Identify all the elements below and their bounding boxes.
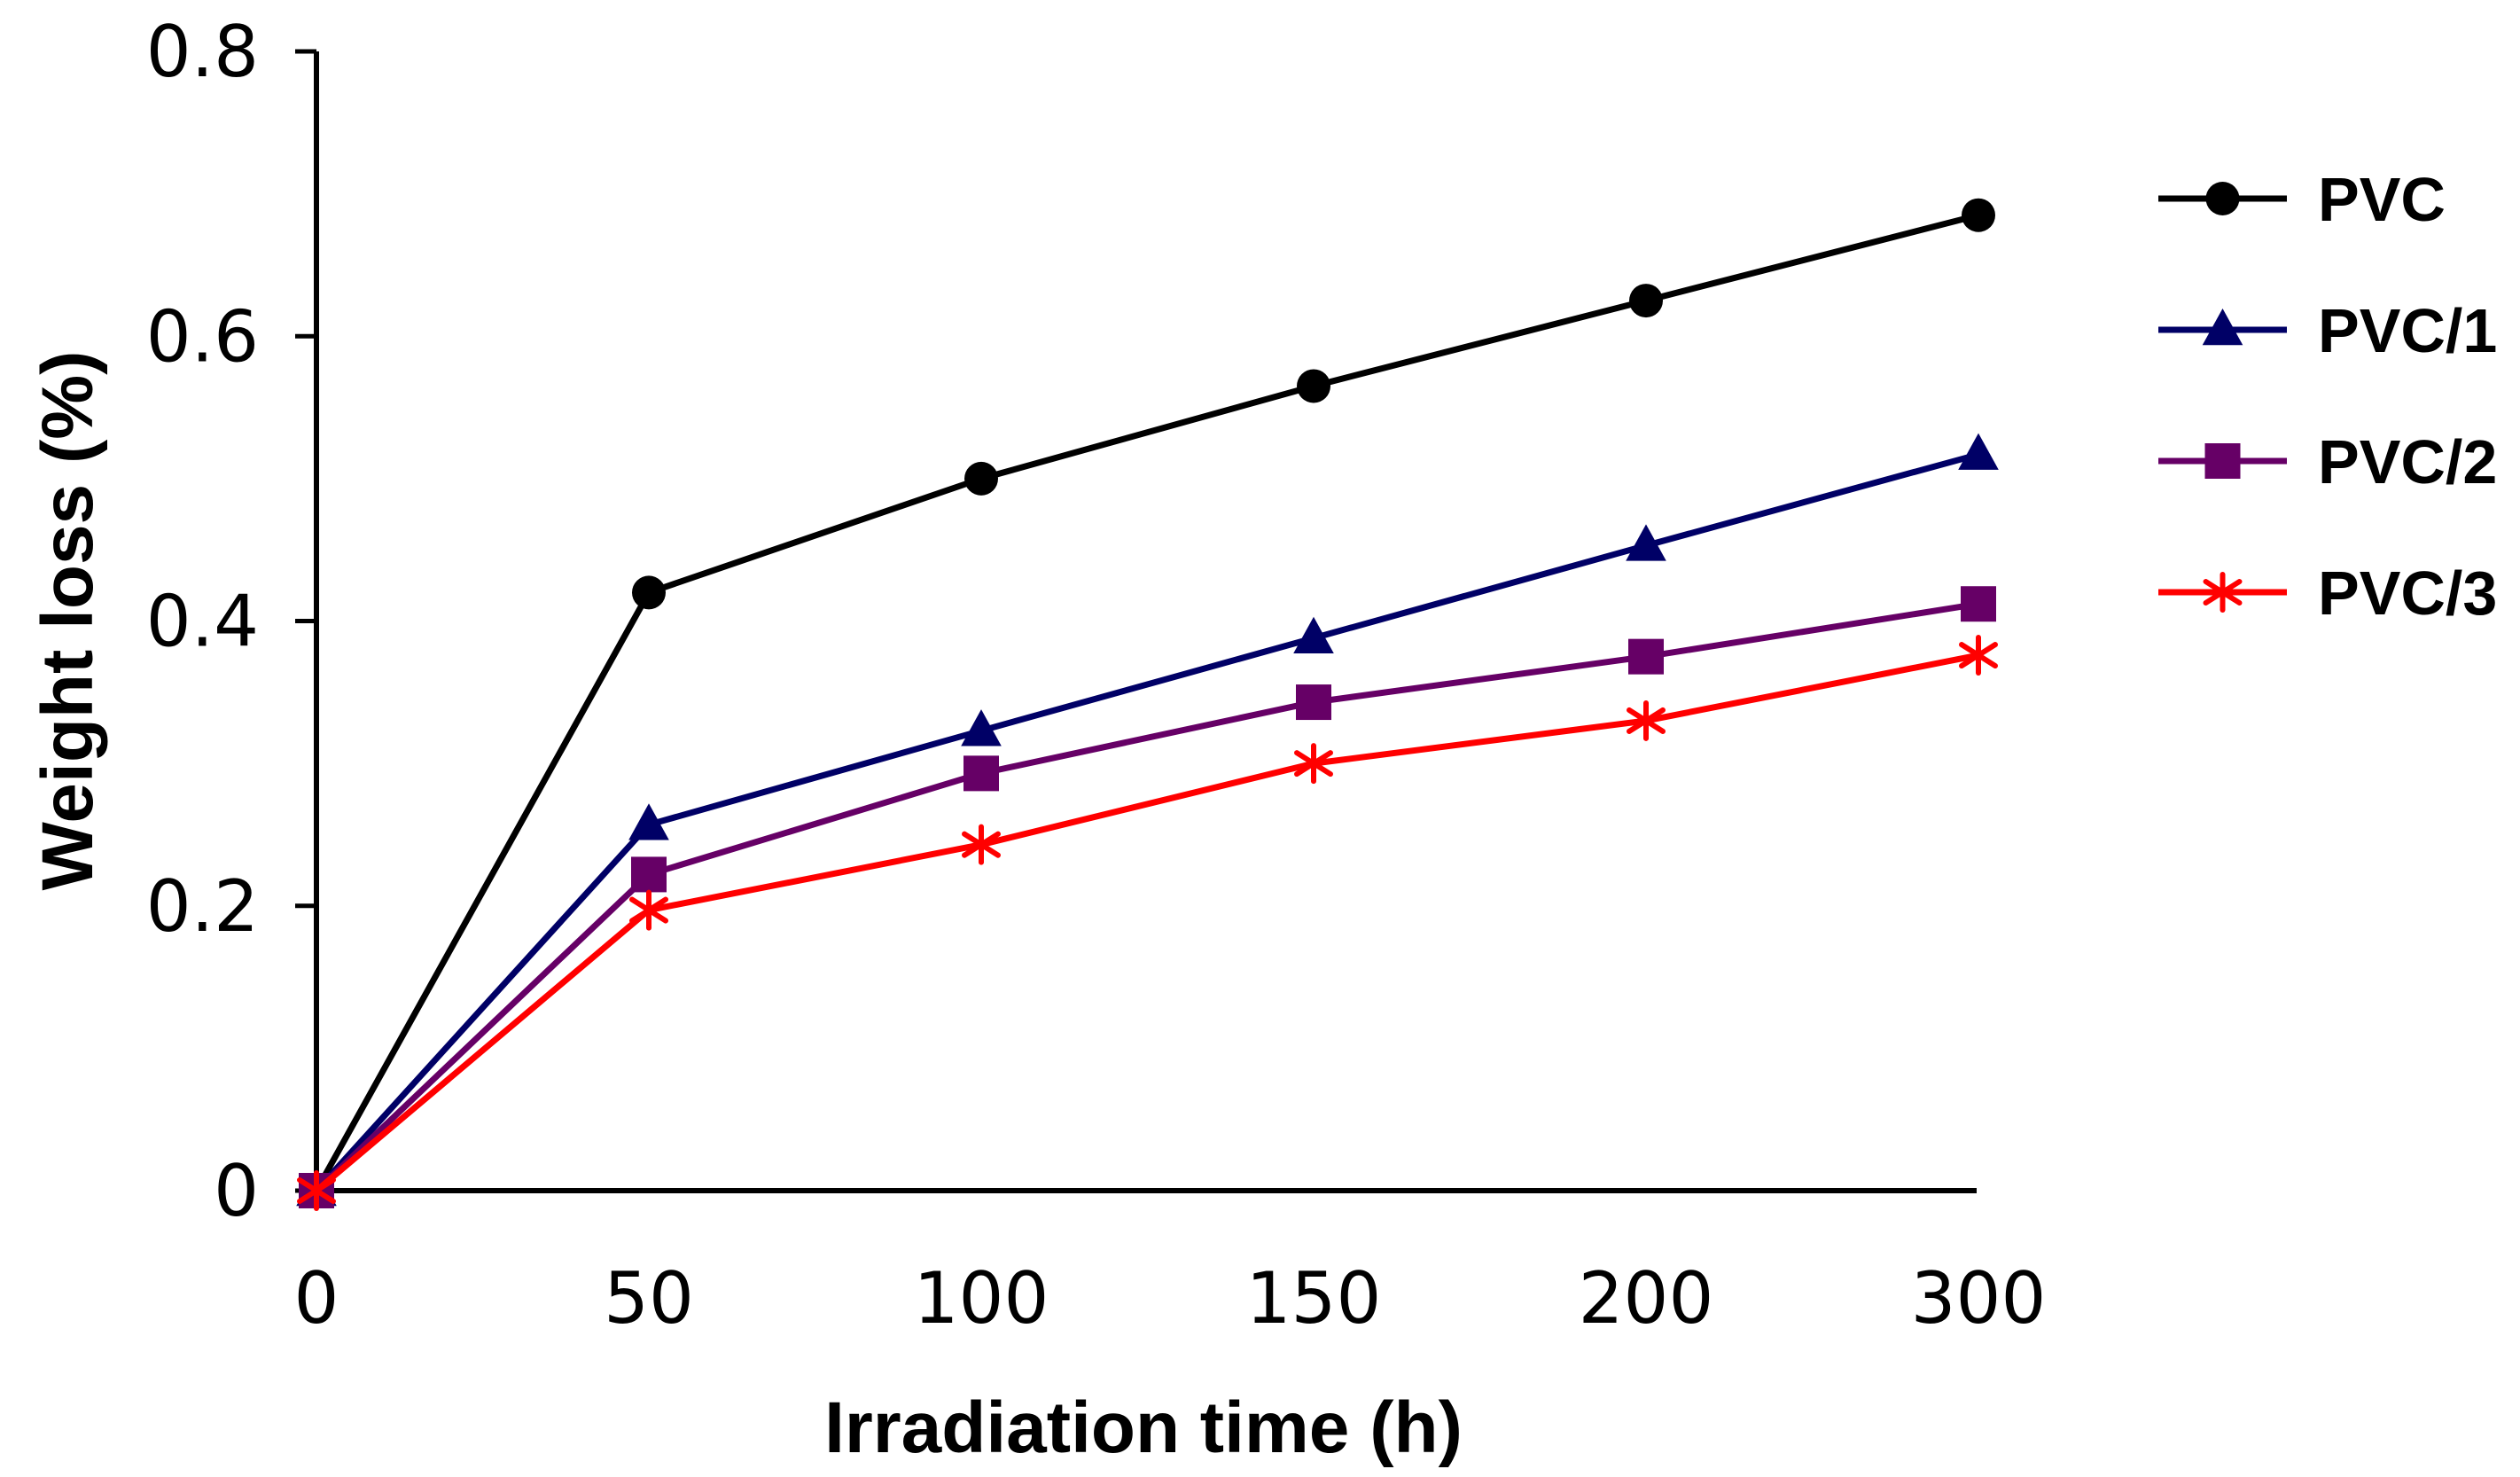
triangle-marker	[961, 709, 1002, 746]
legend: PVC PVC/1 PVC/2 PVC/3	[2158, 165, 2497, 628]
square-marker	[1628, 638, 1664, 675]
square-marker	[2204, 443, 2241, 479]
square-marker	[964, 755, 999, 792]
y-tick-label: 0.8	[146, 11, 259, 93]
square-marker	[1296, 684, 1331, 721]
circle-marker	[2205, 182, 2240, 215]
series-pvc-3	[297, 635, 1998, 1211]
series-line	[314, 652, 1979, 1193]
square-marker	[1961, 586, 1996, 622]
triangle-marker	[1958, 433, 1999, 470]
triangle-marker	[628, 803, 669, 840]
series-layer	[296, 198, 1999, 1211]
x-tick-label: 200	[1579, 1257, 1714, 1340]
circle-marker	[1297, 369, 1330, 403]
triangle-marker	[1626, 524, 1666, 561]
x-tick-label: 300	[1911, 1257, 2047, 1340]
y-tick-label: 0	[214, 1150, 259, 1232]
asterisk-marker	[297, 1170, 336, 1211]
triangle-marker	[1293, 616, 1334, 654]
x-tick-label: 150	[1246, 1257, 1382, 1340]
circle-marker	[632, 575, 666, 610]
x-tick-label: 100	[914, 1257, 1049, 1340]
x-tick-label: 50	[604, 1257, 694, 1340]
series-pvc	[300, 198, 1995, 1207]
series-line	[314, 600, 1979, 1193]
series-pvc-2	[299, 586, 1996, 1208]
legend-label: PVC/1	[2318, 296, 2497, 365]
y-tick-label: 0.6	[146, 295, 259, 378]
square-marker	[631, 856, 667, 893]
y-axis-title: Weight loss (%)	[27, 351, 108, 891]
legend-label: PVC/2	[2318, 427, 2497, 496]
series-line	[313, 212, 1979, 1192]
legend-item: PVC/2	[2158, 427, 2497, 496]
asterisk-marker	[1959, 635, 1998, 676]
x-ticks: 0 50 100 150 200 300	[294, 1257, 2047, 1340]
circle-marker	[1962, 198, 1995, 232]
legend-item: PVC/1	[2158, 296, 2497, 365]
legend-label: PVC	[2318, 165, 2446, 234]
y-tick-label: 0.4	[146, 581, 259, 663]
asterisk-marker	[962, 824, 1001, 865]
series-pvc-1	[296, 433, 1999, 1207]
asterisk-marker	[629, 889, 668, 931]
legend-item: PVC/3	[2158, 559, 2497, 628]
circle-marker	[964, 461, 998, 496]
x-axis-title: Irradiation time (h)	[824, 1387, 1463, 1468]
x-tick-label: 0	[294, 1257, 339, 1340]
axes	[314, 51, 1977, 1193]
asterisk-marker	[2203, 572, 2243, 613]
legend-item: PVC	[2158, 165, 2446, 234]
asterisk-marker	[1627, 699, 1666, 741]
legend-label: PVC/3	[2318, 559, 2497, 628]
y-tick-label: 0.2	[146, 865, 259, 948]
series-line	[314, 451, 1979, 1193]
asterisk-marker	[1294, 743, 1333, 785]
triangle-marker	[2202, 309, 2243, 346]
circle-marker	[1629, 284, 1663, 318]
y-ticks: 0 0.2 0.4 0.6 0.8	[146, 11, 316, 1232]
